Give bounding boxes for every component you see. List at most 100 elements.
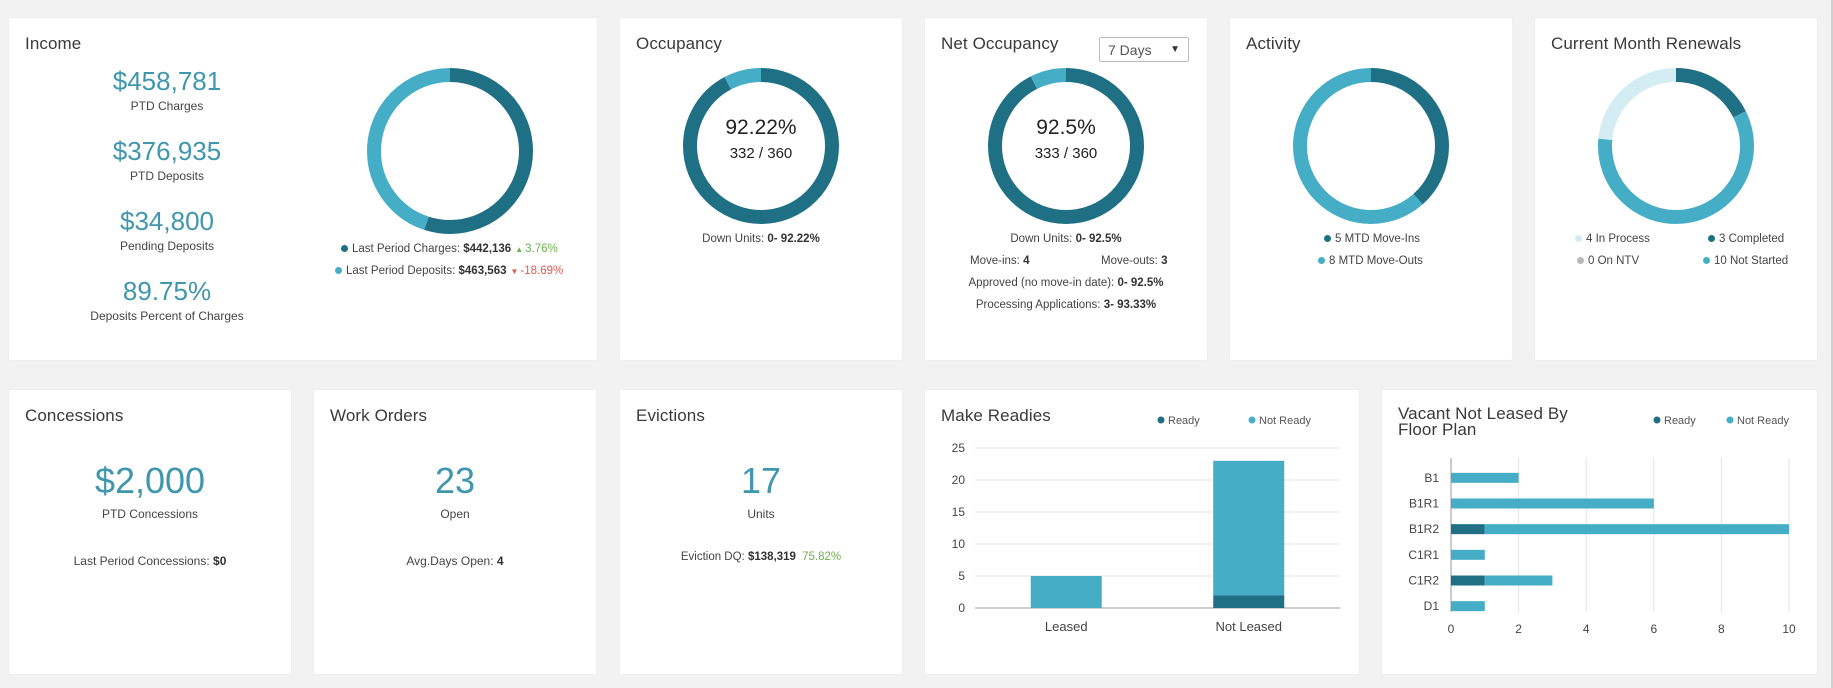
income-legend-value: $463,563: [458, 265, 507, 277]
renewals-card: Current Month Renewals 4 In Process 3 Com…: [1535, 18, 1817, 360]
activity-move-outs-segment: [1293, 68, 1449, 224]
down-units-value: 0- 92.22%: [767, 233, 820, 245]
bar-not-ready: [1030, 576, 1102, 608]
y-tick-label: 20: [952, 473, 966, 487]
net-occupancy-ratio: 333 / 360: [1034, 145, 1098, 162]
y-tick-label: 0: [958, 601, 965, 615]
income-legend-item: Last Period Charges: $442,136 ▲ 3.76%: [341, 243, 558, 255]
income-title: Income: [25, 34, 82, 53]
renewals-legend-label: 10 Not Started: [1714, 255, 1789, 267]
net-down-units: Down Units: 0- 92.5%: [925, 233, 1207, 245]
down-units-label: Down Units:: [702, 233, 765, 245]
legend-dot-icon: [1653, 416, 1661, 424]
occupancy-vacant-segment: [683, 68, 839, 224]
income-stat-label: PTD Charges: [130, 99, 204, 113]
work-orders-card: Work Orders 23 Open Avg.Days Open: 4: [314, 390, 596, 674]
legend-label: Not Ready: [1737, 415, 1789, 427]
bar-ready: [1213, 595, 1285, 608]
legend-label: Ready: [1168, 415, 1200, 427]
page-scrollbar[interactable]: [1831, 0, 1833, 688]
processing-line: Processing Applications: 3- 93.33%: [925, 299, 1207, 311]
renewals-legend-item: 4 In Process: [1575, 233, 1650, 245]
x-tick-label: Leased: [1045, 619, 1088, 634]
renewals-legend-item: 3 Completed: [1708, 233, 1784, 245]
work-orders-value: 23: [434, 460, 476, 501]
y-tick-label: C1R1: [1408, 548, 1439, 562]
renewals-legend-item: 10 Not Started: [1703, 255, 1788, 267]
eviction-dq-percent: 75.82%: [802, 551, 842, 563]
legend-dot-icon: [1708, 235, 1715, 242]
last-period-concessions-value: $0: [213, 554, 227, 568]
approved-label: Approved (no move-in date):: [968, 277, 1115, 289]
renewals-segment: [1598, 68, 1754, 224]
legend-label: Not Ready: [1259, 415, 1311, 427]
bar-not-ready: [1484, 524, 1789, 535]
x-tick-label: 2: [1515, 622, 1522, 636]
move-outs-label: Move-outs:: [1101, 255, 1158, 267]
avg-days-open-label: Avg.Days Open:: [406, 554, 494, 568]
move-ins-label: Move-ins:: [970, 255, 1020, 267]
y-tick-label: 25: [952, 441, 966, 455]
income-stat-value: $34,800: [120, 206, 214, 236]
activity-title: Activity: [1246, 34, 1301, 53]
period-select[interactable]: 7 Days ▼: [1099, 37, 1189, 62]
last-period-concessions-label: Last Period Concessions:: [73, 554, 210, 568]
arrow-down-icon: ▼: [510, 267, 519, 276]
legend-dot-icon: [341, 245, 348, 252]
net-occupancy-percent: 92.5%: [1036, 116, 1096, 139]
evictions-label: Units: [747, 507, 775, 521]
vacant-not-leased-chart: Ready Not Ready 0 2 4 6 8 10 B1 B1R1 B1R2 C1R1 C1R2 D…: [1408, 415, 1796, 636]
net-down-units-label: Down Units:: [1010, 233, 1073, 245]
legend-dot-icon: [1248, 416, 1256, 424]
eviction-dq-value: $138,319: [747, 551, 796, 563]
avg-days-open: Avg.Days Open: 4: [314, 554, 596, 568]
y-tick-label: B1R2: [1409, 522, 1439, 536]
make-readies-chart: Ready Not Ready 0 5 10 15 20 25 Leased Not Leased: [952, 415, 1340, 634]
x-tick-label: 0: [1448, 622, 1455, 636]
period-select-value: 7 Days: [1108, 41, 1152, 58]
activity-legend-label: 8 MTD Move-Outs: [1329, 255, 1423, 267]
eviction-dq-label: Eviction DQ:: [680, 551, 745, 563]
make-readies-title: Make Readies: [941, 406, 1051, 425]
occupancy-percent: 92.22%: [725, 116, 797, 139]
y-tick-label: B1: [1424, 471, 1439, 485]
avg-days-open-value: 4: [496, 554, 504, 568]
income-donut-chart: [367, 68, 533, 234]
income-stat-value: 89.75%: [122, 276, 212, 306]
approved-value: 0- 92.5%: [1117, 277, 1164, 289]
bar-ready: [1451, 524, 1485, 535]
x-tick-label: 4: [1583, 622, 1590, 636]
renewals-title: Current Month Renewals: [1551, 34, 1742, 53]
evictions-title: Evictions: [636, 406, 705, 425]
work-orders-title: Work Orders: [330, 406, 428, 425]
concessions-title: Concessions: [25, 406, 124, 425]
x-tick-label: 8: [1718, 622, 1725, 636]
renewals-legend-label: 3 Completed: [1719, 233, 1785, 245]
net-occupancy-card: Net Occupancy 7 Days ▼ 92.5% 333 / 360 D…: [925, 18, 1207, 360]
legend-dot-icon: [1577, 257, 1584, 264]
renewals-donut-chart: [1598, 68, 1754, 224]
concessions-card: Concessions $2,000 PTD Concessions Last …: [9, 390, 291, 674]
renewals-legend-label: 4 In Process: [1586, 233, 1650, 245]
arrow-up-icon: ▲: [515, 245, 524, 254]
bar-not-ready: [1451, 601, 1485, 612]
occupancy-title: Occupancy: [636, 34, 722, 53]
occupancy-down-units: Down Units: 0- 92.22%: [620, 233, 902, 245]
approved-line: Approved (no move-in date): 0- 92.5%: [925, 277, 1207, 289]
activity-donut-chart: [1293, 68, 1449, 224]
move-ins: Move-ins: 4: [970, 255, 1029, 267]
make-readies-card: Make Readies Ready Not Ready 0 5 10 15 20 25 Lea…: [925, 390, 1359, 674]
income-legend-item: Last Period Deposits: $463,563 ▼ -18.69%: [335, 265, 563, 277]
legend-dot-icon: [335, 267, 342, 274]
vacant-not-leased-card: Vacant Not Leased By Floor Plan Ready Not…: [1382, 390, 1817, 674]
renewals-segment: [1598, 68, 1754, 224]
bar-not-ready: [1451, 549, 1485, 560]
income-stat-label: Deposits Percent of Charges: [90, 309, 244, 323]
bar-not-ready: [1213, 460, 1285, 596]
eviction-dq: Eviction DQ: $138,319 75.82%: [620, 551, 902, 563]
legend-dot-icon: [1157, 416, 1165, 424]
concessions-label: PTD Concessions: [101, 507, 199, 521]
renewals-legend-label: 0 On NTV: [1588, 255, 1640, 267]
processing-value: 3- 93.33%: [1103, 299, 1157, 311]
move-ins-value: 4: [1023, 255, 1030, 267]
